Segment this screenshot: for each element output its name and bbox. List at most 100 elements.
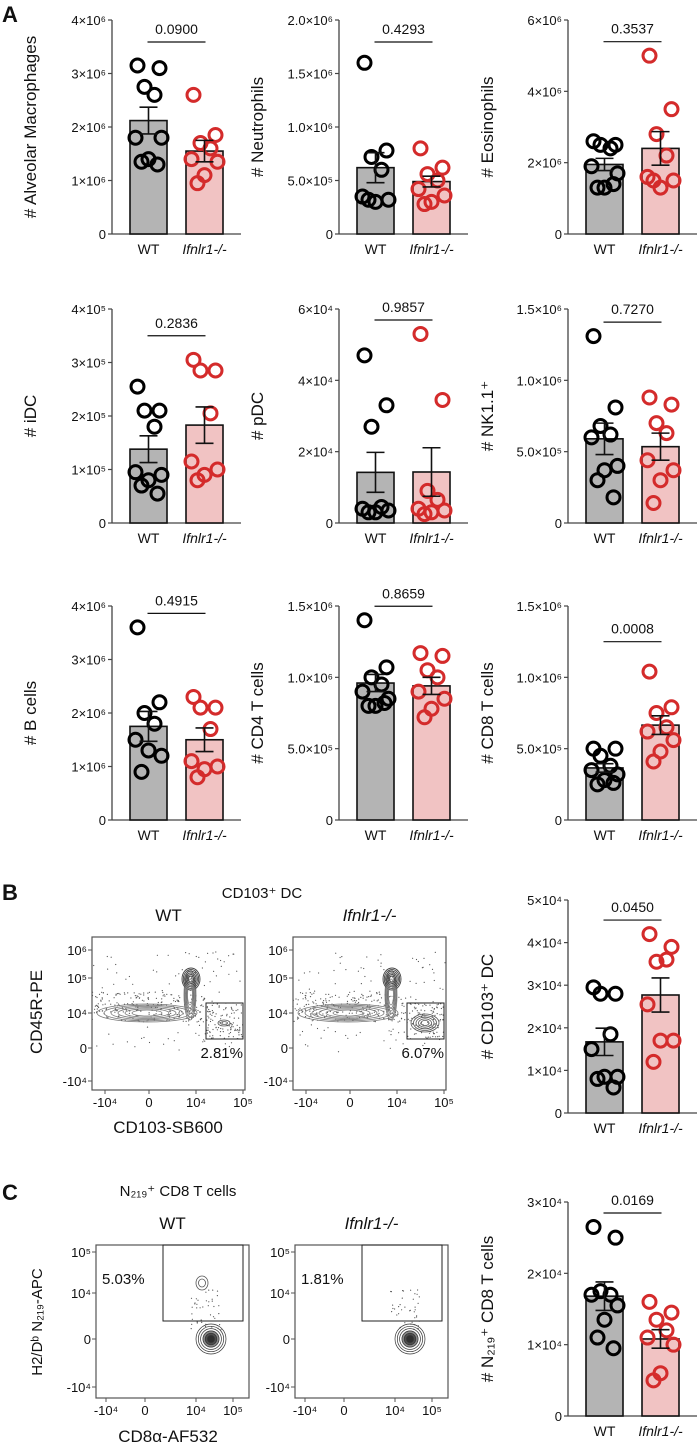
event-dot <box>223 1009 225 1011</box>
x-category-label: Ifnlr1-/- <box>638 241 683 257</box>
event-dot <box>439 1019 442 1021</box>
event-dot <box>415 998 417 1001</box>
x-category-label: WT <box>594 1423 616 1439</box>
y-tick-label: 5×10⁴ <box>527 893 562 908</box>
event-dot <box>212 1035 214 1037</box>
data-point-ko <box>652 472 669 489</box>
event-dot <box>222 1022 224 1024</box>
event-dot <box>418 1025 420 1027</box>
data-point-ko <box>185 86 202 103</box>
event-dot <box>442 1019 444 1021</box>
event-dot <box>313 1013 315 1015</box>
event-dot <box>110 1003 112 1005</box>
y-tick-label: 0 <box>283 1332 290 1347</box>
data-point-wt <box>592 1283 609 1300</box>
y-tick-label: 3×10⁶ <box>71 67 106 82</box>
event-dot <box>404 1306 406 1308</box>
gate-box <box>205 1002 244 1040</box>
event-dot <box>416 1010 418 1012</box>
y-axis-label: # CD4 T cells <box>248 662 267 763</box>
y-tick-label: 1×10⁴ <box>527 1063 562 1078</box>
event-dot <box>240 1012 242 1014</box>
event-dot <box>412 1298 414 1300</box>
data-point-wt <box>602 1026 619 1043</box>
event-dot <box>203 1039 205 1041</box>
data-point-wt <box>585 328 602 345</box>
y-axis-label: # B cells <box>21 681 40 745</box>
event-dot <box>310 1013 312 1015</box>
event-dot <box>308 988 310 990</box>
bar-chart-8: # CD4 T cells 0 5.0×10⁵ 1.0×10⁶ 1.5×10⁶ WT Ifn… <box>248 585 468 843</box>
p-value-label: 0.0008 <box>611 621 654 637</box>
data-point-wt <box>360 191 377 208</box>
y-tick-label: 1×10⁶ <box>71 760 106 775</box>
p-value-label: 0.7270 <box>611 301 654 317</box>
event-dot <box>302 1010 304 1012</box>
event-dot <box>436 1031 438 1033</box>
event-dot <box>170 1003 172 1005</box>
event-dot <box>395 1039 397 1041</box>
contour-line <box>182 969 200 989</box>
event-dot <box>346 995 348 997</box>
event-dot <box>101 991 103 993</box>
event-dot <box>338 996 340 998</box>
y-tick-label: 10⁴ <box>268 1006 288 1021</box>
event-dot <box>214 1015 216 1018</box>
event-dot <box>116 1002 118 1004</box>
data-point-wt <box>605 176 622 193</box>
event-dot <box>213 1305 215 1308</box>
event-dot <box>212 1028 214 1031</box>
event-dot <box>108 1033 110 1035</box>
panel-label-b: B <box>2 880 18 905</box>
data-point-wt <box>149 485 166 502</box>
data-point-wt <box>607 740 624 757</box>
event-dot <box>176 999 178 1001</box>
event-dot <box>210 1018 212 1020</box>
event-dot <box>188 1024 190 1026</box>
event-dot <box>98 993 101 996</box>
event-dot <box>345 1034 347 1037</box>
data-point-wt <box>378 142 395 159</box>
event-dot <box>168 1010 170 1012</box>
event-dot <box>163 1043 165 1045</box>
event-dot <box>131 1003 133 1005</box>
event-dot <box>232 1036 234 1038</box>
contour-line <box>195 1275 209 1291</box>
event-dot <box>360 983 362 985</box>
bar-chart-2: # Neutrophils 0 5.0×10⁵ 1.0×10⁶ 1.5×10⁶ 2.0×1… <box>248 13 468 257</box>
data-point-ko <box>663 938 680 955</box>
event-dot <box>331 996 333 998</box>
event-dot <box>392 1304 394 1306</box>
event-dot <box>316 1014 318 1016</box>
event-dot <box>229 1031 232 1034</box>
event-dot <box>143 1000 145 1002</box>
event-dot <box>206 1032 208 1034</box>
data-point-ko <box>663 101 680 118</box>
event-dot <box>138 993 140 995</box>
event-dot <box>415 982 417 985</box>
y-tick-label: 3×10⁴ <box>527 1195 562 1210</box>
event-dot <box>202 1041 204 1043</box>
data-point-wt <box>153 466 170 483</box>
data-point-ko <box>189 175 206 192</box>
contour-line <box>184 970 198 988</box>
event-dot <box>127 992 129 994</box>
event-dot <box>403 1005 405 1007</box>
event-dot <box>363 967 365 970</box>
event-dot <box>143 1036 145 1039</box>
event-dot <box>204 1040 206 1042</box>
event-dot <box>147 992 149 994</box>
event-dot <box>205 1325 207 1328</box>
event-dot <box>95 996 97 998</box>
event-dot <box>425 1036 427 1038</box>
event-dot <box>238 1017 240 1019</box>
data-point-ko <box>639 723 656 740</box>
event-dot <box>414 1008 416 1010</box>
event-dot <box>226 1015 228 1017</box>
event-dot <box>304 1016 307 1018</box>
event-dot <box>222 1031 224 1033</box>
data-point-ko <box>412 645 429 662</box>
event-dot <box>162 991 164 994</box>
event-dot <box>207 1029 209 1031</box>
contour-line <box>103 1004 191 1022</box>
